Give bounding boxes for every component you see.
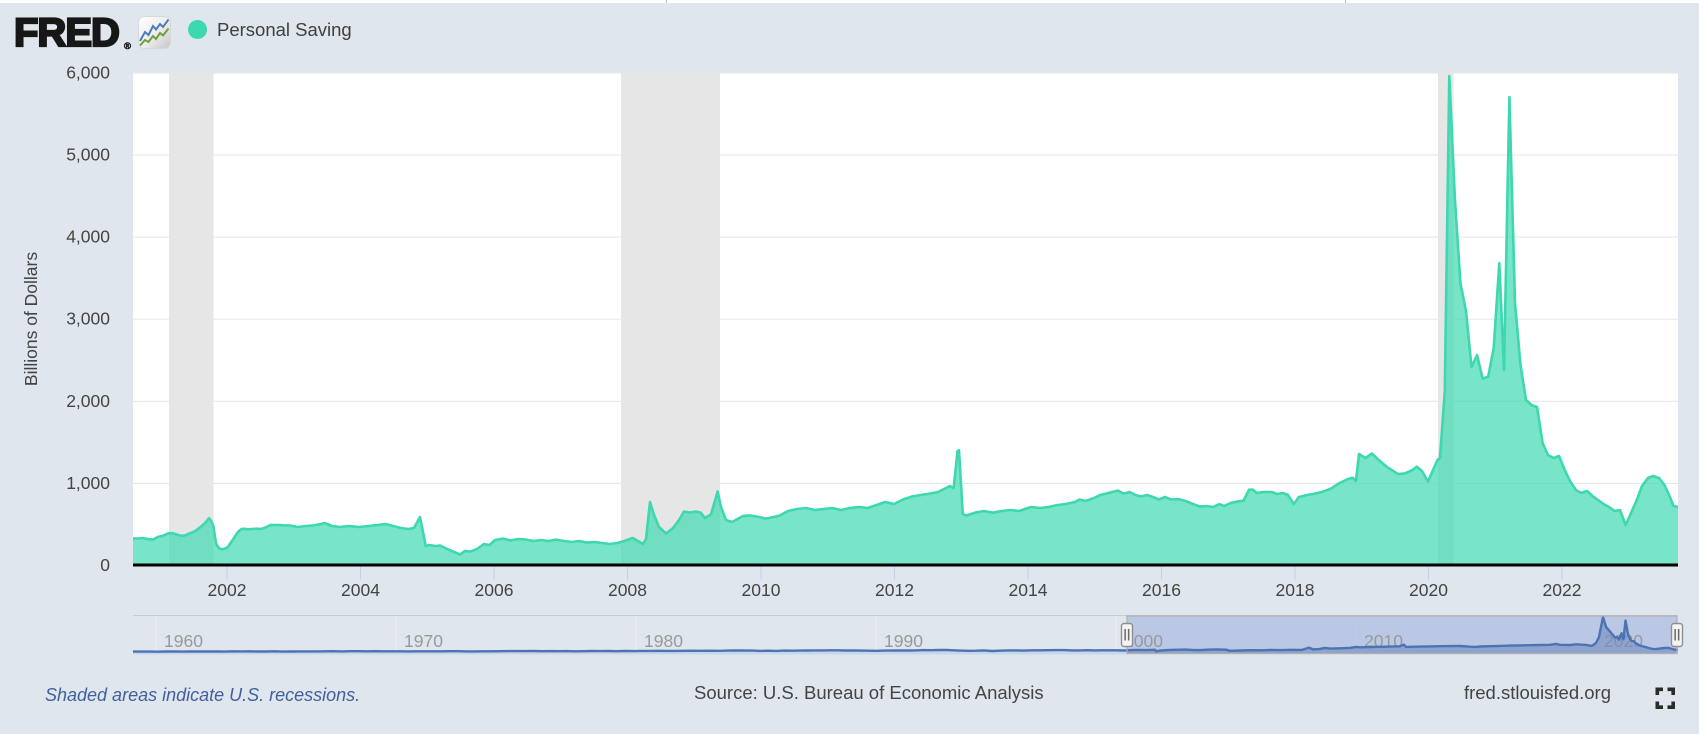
svg-text:4,000: 4,000 <box>66 227 110 247</box>
svg-text:0: 0 <box>100 555 110 575</box>
svg-text:1980: 1980 <box>644 631 683 651</box>
svg-text:2008: 2008 <box>608 580 647 600</box>
svg-text:2018: 2018 <box>1276 580 1315 600</box>
svg-text:2022: 2022 <box>1543 580 1582 600</box>
svg-text:5,000: 5,000 <box>66 145 110 165</box>
svg-text:Billions of Dollars: Billions of Dollars <box>21 252 41 386</box>
svg-text:2000: 2000 <box>1124 631 1163 651</box>
svg-text:6,000: 6,000 <box>66 63 110 83</box>
svg-text:1970: 1970 <box>404 631 443 651</box>
svg-text:2012: 2012 <box>875 580 914 600</box>
svg-text:2014: 2014 <box>1009 580 1048 600</box>
svg-text:1,000: 1,000 <box>66 473 110 493</box>
svg-text:2,000: 2,000 <box>66 391 110 411</box>
svg-text:2006: 2006 <box>475 580 514 600</box>
svg-text:2010: 2010 <box>742 580 781 600</box>
svg-text:2016: 2016 <box>1142 580 1181 600</box>
svg-text:1960: 1960 <box>164 631 203 651</box>
svg-text:2020: 2020 <box>1409 580 1448 600</box>
svg-text:2004: 2004 <box>341 580 380 600</box>
svg-text:1990: 1990 <box>884 631 923 651</box>
svg-text:3,000: 3,000 <box>66 309 110 329</box>
svg-text:2002: 2002 <box>208 580 247 600</box>
